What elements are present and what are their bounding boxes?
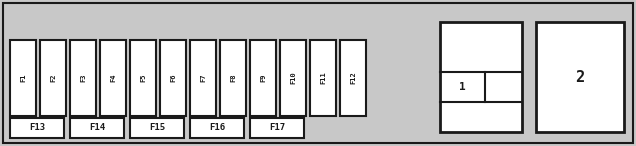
Bar	[130, 40, 156, 116]
Text: F1: F1	[20, 74, 26, 82]
Text: F2: F2	[50, 74, 56, 82]
Bar	[440, 22, 522, 132]
Bar	[190, 40, 216, 116]
Bar	[280, 40, 306, 116]
Text: F11: F11	[320, 72, 326, 84]
Text: F4: F4	[110, 74, 116, 82]
Bar	[250, 118, 304, 138]
Bar	[100, 40, 126, 116]
Bar	[310, 40, 336, 116]
Text: F15: F15	[149, 124, 165, 133]
Bar	[340, 40, 366, 116]
Text: F10: F10	[290, 72, 296, 84]
Text: F9: F9	[260, 74, 266, 82]
Text: F13: F13	[29, 124, 45, 133]
Bar	[10, 118, 64, 138]
Bar	[70, 40, 96, 116]
Text: F16: F16	[209, 124, 225, 133]
Bar	[250, 40, 276, 116]
Bar	[536, 22, 624, 132]
Bar	[70, 118, 124, 138]
Bar	[160, 40, 186, 116]
Text: F5: F5	[140, 74, 146, 82]
Text: F14: F14	[89, 124, 105, 133]
Text: F6: F6	[170, 74, 176, 82]
Text: 2: 2	[576, 69, 584, 85]
Text: F17: F17	[269, 124, 285, 133]
Text: F7: F7	[200, 74, 206, 82]
Text: F12: F12	[350, 72, 356, 84]
Bar	[10, 40, 36, 116]
Text: F3: F3	[80, 74, 86, 82]
Bar	[130, 118, 184, 138]
Text: F8: F8	[230, 74, 236, 82]
Bar	[190, 118, 244, 138]
Bar	[40, 40, 66, 116]
Text: 1: 1	[459, 82, 466, 92]
Bar	[220, 40, 246, 116]
